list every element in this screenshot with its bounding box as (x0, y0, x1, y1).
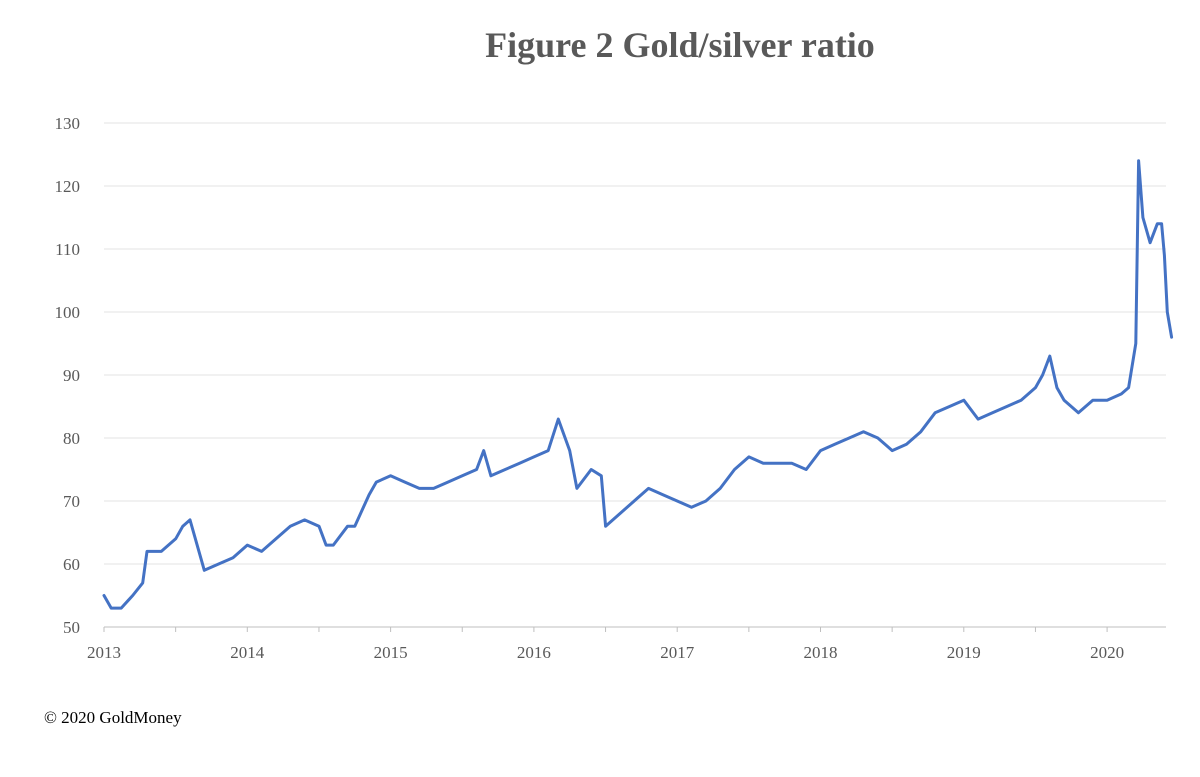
series-line (102, 159, 1174, 610)
x-tick-label: 2017 (660, 643, 695, 662)
x-tick-label: 2019 (947, 643, 981, 662)
y-tick-label: 130 (55, 114, 81, 133)
copyright-footer: © 2020 GoldMoney (44, 708, 182, 727)
y-tick-label: 90 (63, 366, 80, 385)
x-tick-label: 2016 (517, 643, 551, 662)
x-tick-label: 2020 (1090, 643, 1124, 662)
x-tick-label: 2018 (804, 643, 838, 662)
y-tick-label: 80 (63, 429, 80, 448)
y-tick-label: 110 (55, 240, 80, 259)
y-tick-label: 120 (55, 177, 81, 196)
x-tick-label: 2015 (374, 643, 408, 662)
y-tick-label: 100 (55, 303, 81, 322)
x-tick-label: 2014 (230, 643, 265, 662)
x-tick-label: 2013 (87, 643, 121, 662)
y-tick-label: 50 (63, 618, 80, 637)
x-axis: 2013 2014 2015 2016 2017 2018 2019 2020 (87, 627, 1124, 662)
chart-title: Figure 2 Gold/silver ratio (485, 25, 875, 65)
series-layer (102, 159, 1174, 610)
y-tick-label: 60 (63, 555, 80, 574)
y-tick-label: 70 (63, 492, 80, 511)
y-axis: 50 60 70 80 90 100 110 120 130 (55, 114, 81, 637)
